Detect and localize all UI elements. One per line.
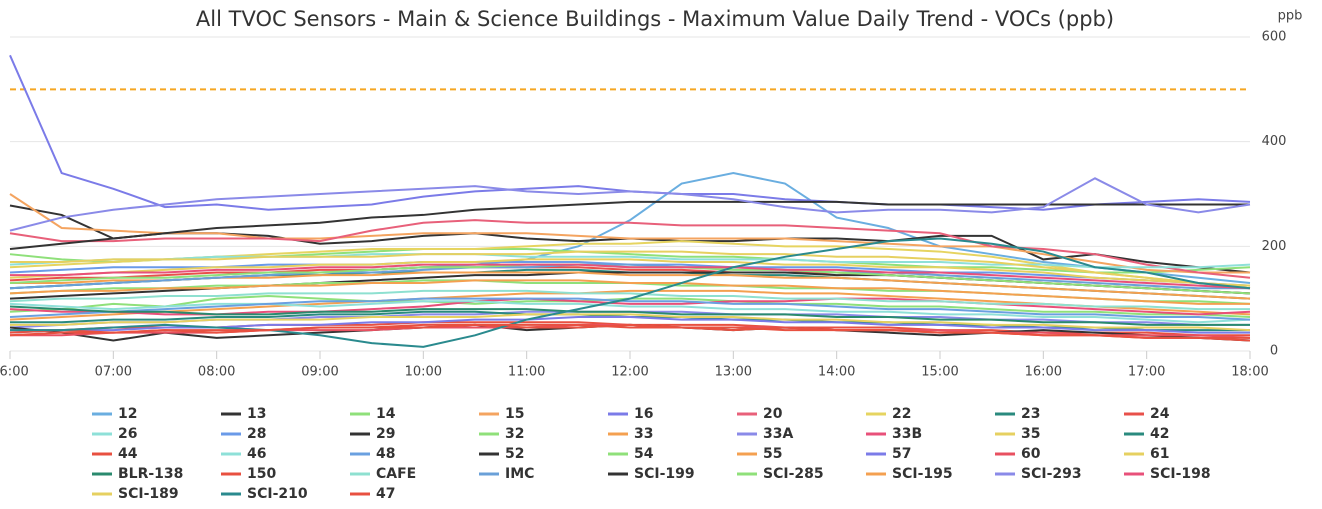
y-unit: ppb [1278, 9, 1303, 24]
legend-label: 13 [247, 406, 266, 422]
series-line [10, 250, 1251, 290]
legend-label: 14 [376, 406, 396, 422]
x-tick-label: 09:00 [301, 365, 338, 380]
legend-label: 24 [1150, 406, 1170, 422]
series-line [9, 177, 1251, 232]
x-tick-label: 15:00 [921, 365, 958, 380]
series-line [9, 258, 1251, 287]
series-line [9, 253, 1251, 269]
legend-label: 28 [247, 426, 266, 442]
legend-label: 12 [118, 406, 137, 422]
legend-label: 35 [1021, 426, 1040, 442]
x-tick-label: 13:00 [715, 365, 752, 380]
series-line [9, 263, 1250, 290]
x-tick-label: 12:00 [611, 365, 648, 380]
legend-label: 20 [763, 406, 783, 422]
legend-label: 61 [1150, 446, 1169, 462]
chart-title: All TVOC Sensors - Main & Science Buildi… [196, 7, 1114, 31]
x-tick-label: 17:00 [1128, 365, 1165, 380]
legend-label: 15 [505, 406, 524, 422]
legend-label: 26 [118, 426, 137, 442]
series-line [10, 313, 1251, 332]
x-tick-label: 11:00 [508, 365, 545, 380]
legend-label: 29 [376, 426, 395, 442]
legend-label: 52 [505, 446, 524, 462]
legend-label: SCI-210 [247, 486, 308, 502]
legend-label: 33B [892, 426, 922, 442]
series-line [9, 219, 1251, 279]
x-tick-label: 14:00 [818, 365, 855, 380]
series-line [9, 193, 1250, 274]
series-line [10, 263, 1251, 290]
legend-label: 44 [118, 446, 138, 462]
legend-label: 55 [763, 446, 782, 462]
x-tick-label: 18:00 [1231, 365, 1268, 380]
legend-label: SCI-293 [1021, 466, 1082, 482]
legend-label: 150 [247, 466, 276, 482]
legend-label: 32 [505, 426, 524, 442]
y-tick-label: 0 [1270, 344, 1278, 359]
y-tick-label: 200 [1262, 239, 1287, 254]
legend-label: 22 [892, 406, 911, 422]
series-line [10, 237, 1251, 348]
legend-label: IMC [505, 466, 534, 482]
legend-label: 23 [1021, 406, 1040, 422]
series-line [9, 297, 1251, 321]
legend-label: 42 [1150, 426, 1169, 442]
y-tick-label: 400 [1262, 134, 1287, 149]
x-tick-label: 06:00 [0, 365, 29, 380]
series-line [9, 279, 1250, 305]
legend-label: SCI-199 [634, 466, 695, 482]
legend-label: 47 [376, 486, 395, 502]
legend-label: 57 [892, 446, 911, 462]
legend-label: 33 [634, 426, 653, 442]
series-line [9, 323, 1251, 342]
legend-label: BLR-138 [118, 466, 183, 482]
legend-label: SCI-285 [763, 466, 824, 482]
legend-label: SCI-189 [118, 486, 179, 502]
legend-label: 46 [247, 446, 266, 462]
x-tick-label: 08:00 [198, 365, 235, 380]
x-tick-label: 07:00 [95, 365, 132, 380]
series-line [9, 54, 1251, 211]
series-line [9, 200, 1250, 250]
legend-label: 60 [1021, 446, 1041, 462]
x-tick-label: 10:00 [405, 365, 442, 380]
legend-label: SCI-198 [1150, 466, 1211, 482]
series-line [9, 305, 1250, 326]
series-line [9, 289, 1250, 311]
series-line [9, 300, 1251, 324]
legend-label: 33A [763, 426, 793, 442]
legend-label: 16 [634, 406, 653, 422]
y-tick-label: 600 [1262, 30, 1287, 45]
legend-label: 48 [376, 446, 395, 462]
legend-label: 54 [634, 446, 654, 462]
x-tick-label: 16:00 [1025, 365, 1062, 380]
legend-label: CAFE [376, 466, 416, 482]
legend-label: SCI-195 [892, 466, 953, 482]
